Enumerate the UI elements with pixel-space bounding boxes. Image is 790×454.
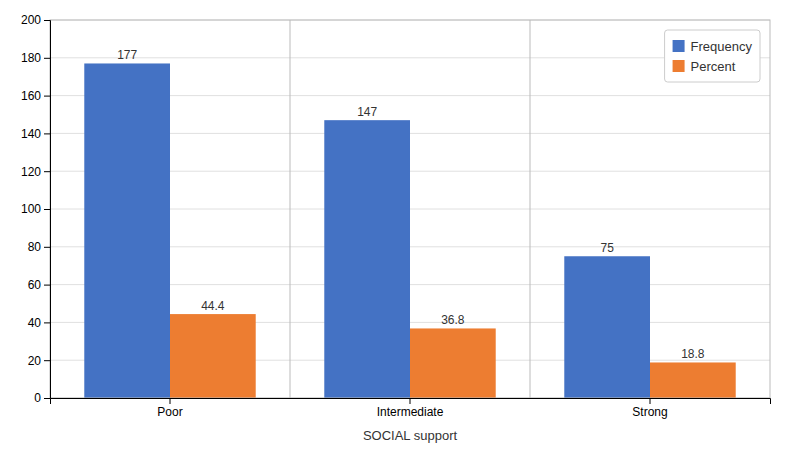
data-labels: 177 147 75 44.4 36.8 18.8: [117, 48, 705, 361]
tick-mark: [44, 20, 50, 21]
tick-mark: [44, 398, 50, 399]
tick-label: 180: [21, 51, 41, 65]
x-axis-title: SOCIAL support: [363, 428, 458, 443]
bar: [84, 63, 170, 398]
tick-mark: [44, 285, 50, 286]
tick-label: Strong: [632, 405, 667, 419]
grid-line: [50, 57, 770, 58]
tick: 20: [28, 354, 50, 368]
bar: [650, 362, 736, 398]
tick: Poor: [157, 398, 182, 419]
tick-label: 160: [21, 89, 41, 103]
tick-mark: [44, 322, 50, 323]
legend-box: [665, 30, 760, 82]
bar: [410, 328, 496, 398]
axis-line: [44, 21, 51, 399]
tick-mark: [44, 133, 50, 134]
plot: 177 147 75 44.4 36.8 18.8 0 20 40 60 80 100 120 140 16…: [21, 13, 771, 443]
bar-series: [170, 314, 736, 398]
tick: 0: [34, 391, 50, 405]
tick-mark: [650, 398, 651, 404]
tick: 200: [21, 13, 50, 27]
tick-mark: [44, 96, 50, 97]
data-label: 75: [600, 241, 614, 255]
axis-line: [51, 399, 771, 405]
x-axis: Poor Intermediate Strong: [51, 398, 771, 419]
tick-mark: [44, 171, 50, 172]
bar-series: [84, 63, 650, 398]
data-label: 147: [357, 105, 377, 119]
plot-frame: [50, 20, 770, 398]
legend: Frequency Percent: [665, 30, 760, 82]
tick-label: 20: [28, 354, 42, 368]
tick-mark: [170, 398, 171, 404]
tick: 40: [28, 316, 50, 330]
legend-swatch: [673, 40, 685, 52]
separators: [290, 20, 530, 398]
bar: [170, 314, 256, 398]
tick-label: 80: [28, 240, 42, 254]
group-separator: [290, 20, 291, 398]
chart: 177 147 75 44.4 36.8 18.8 0 20 40 60 80 100 120 140 16…: [0, 0, 790, 454]
data-label: 44.4: [201, 299, 225, 313]
tick: 80: [28, 240, 50, 254]
tick-mark: [44, 360, 50, 361]
tick: 100: [21, 202, 50, 216]
tick-label: 40: [28, 316, 42, 330]
tick: 120: [21, 165, 50, 179]
group-separator: [530, 20, 531, 398]
legend-item: Frequency: [673, 39, 753, 54]
bar: [324, 120, 410, 398]
tick-label: 0: [34, 391, 41, 405]
legend-label: Percent: [691, 59, 736, 74]
tick-mark: [44, 58, 50, 59]
bar: [564, 256, 650, 398]
tick: 140: [21, 127, 50, 141]
tick: Intermediate: [377, 398, 444, 419]
tick-mark: [44, 247, 50, 248]
tick-label: 200: [21, 13, 41, 27]
tick-label: 100: [21, 202, 41, 216]
grid: [50, 20, 770, 398]
y-axis: 0 20 40 60 80 100 120 140 160 180 200: [21, 13, 51, 405]
bars: [84, 63, 735, 398]
tick: Strong: [632, 398, 667, 419]
data-label: 177: [117, 48, 137, 62]
legend-swatch: [673, 60, 685, 72]
tick-label: 140: [21, 127, 41, 141]
tick-label: Intermediate: [377, 405, 444, 419]
legend-label: Frequency: [691, 39, 753, 54]
tick: 60: [28, 278, 50, 292]
legend-item: Percent: [673, 59, 736, 74]
data-label: 36.8: [441, 313, 465, 327]
tick-mark: [410, 398, 411, 404]
tick-label: Poor: [157, 405, 182, 419]
tick-label: 120: [21, 165, 41, 179]
tick-mark: [44, 209, 50, 210]
tick-label: 60: [28, 278, 42, 292]
tick: 160: [21, 89, 50, 103]
tick: 180: [21, 51, 50, 65]
data-label: 18.8: [681, 347, 705, 361]
